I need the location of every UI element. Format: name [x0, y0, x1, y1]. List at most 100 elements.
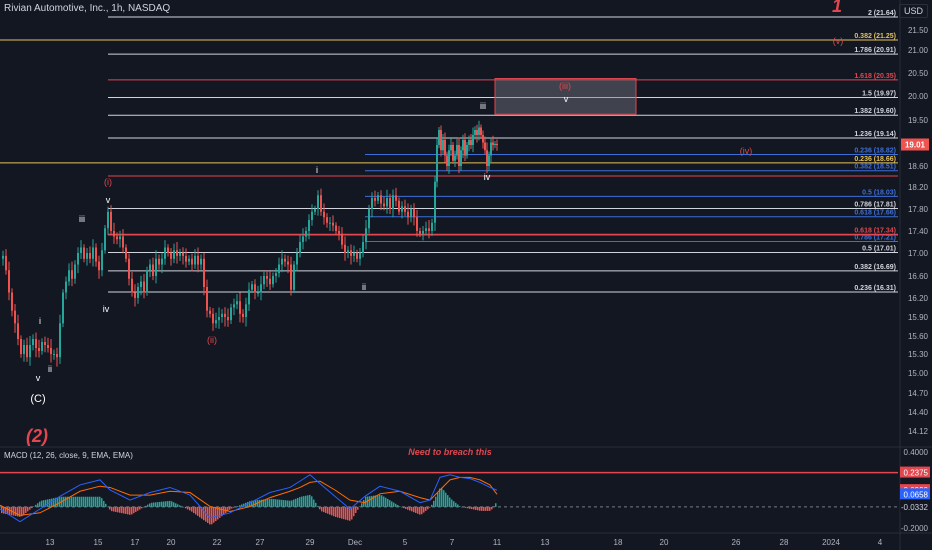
macd-histogram-bar — [103, 500, 105, 507]
candle-body — [341, 233, 343, 245]
macd-histogram-bar — [293, 499, 295, 507]
macd-histogram-bar — [383, 496, 385, 507]
macd-histogram-bar — [19, 506, 21, 517]
macd-histogram-bar — [273, 499, 275, 507]
candle-body — [272, 276, 274, 285]
candle-body — [359, 253, 361, 259]
macd-histogram-bar — [47, 499, 49, 507]
macd-histogram-bar — [265, 499, 267, 507]
candle-body — [29, 345, 31, 358]
wave-label: (i) — [104, 177, 112, 187]
candle-body — [468, 140, 470, 145]
macd-histogram-bar — [173, 502, 175, 507]
macd-histogram-bar — [447, 495, 449, 507]
fib-label: 1.382 (19.60) — [854, 108, 896, 115]
candle-body — [484, 142, 486, 151]
candle-body — [344, 244, 346, 253]
candle-body — [119, 236, 121, 240]
candle-body — [488, 155, 490, 166]
price-axis-tick: 15.60 — [908, 332, 929, 341]
macd-histogram-bar — [175, 503, 177, 507]
candle-body — [260, 284, 262, 293]
candle-body — [287, 261, 289, 265]
candle-body — [350, 250, 352, 256]
macd-histogram-bar — [25, 506, 27, 513]
candle-body — [263, 276, 265, 285]
candle-body — [149, 264, 151, 271]
fib-label: 1.5 (19.97) — [862, 90, 896, 97]
wave-label: v — [36, 373, 41, 383]
macd-histogram-bar — [247, 502, 249, 507]
macd-histogram-bar — [315, 502, 317, 507]
candle-body — [434, 181, 436, 223]
candle-body — [305, 231, 307, 237]
macd-histogram-bar — [385, 497, 387, 507]
macd-histogram-bar — [249, 501, 251, 507]
candle-body — [386, 198, 388, 207]
candle-body — [221, 313, 223, 317]
macd-histogram-bar — [57, 497, 59, 507]
macd-histogram-bar — [477, 506, 479, 511]
macd-histogram-bar — [75, 496, 77, 507]
candle-body — [257, 292, 259, 294]
candle-body — [353, 253, 355, 256]
candle-body — [446, 155, 448, 166]
macd-histogram-bar — [121, 506, 123, 514]
candle-body — [83, 247, 85, 259]
last-price-label: 19.01 — [905, 141, 926, 150]
macd-histogram-bar — [237, 506, 239, 507]
macd-histogram-bar — [191, 506, 193, 512]
candle-body — [80, 247, 82, 253]
macd-histogram-bar — [277, 499, 279, 507]
macd-histogram-bar — [77, 496, 79, 507]
macd-histogram-bar — [31, 506, 33, 509]
macd-histogram-bar — [211, 506, 213, 525]
macd-histogram-bar — [139, 506, 141, 510]
candle-body — [188, 258, 190, 262]
macd-histogram-bar — [381, 495, 383, 507]
candle-body — [380, 195, 382, 204]
candle-body — [98, 261, 100, 271]
candle-body — [462, 140, 464, 151]
candle-body — [281, 258, 283, 265]
candle-body — [444, 140, 446, 156]
macd-histogram-bar — [313, 499, 315, 507]
candle-body — [314, 209, 316, 212]
macd-histogram-bar — [439, 488, 441, 507]
macd-histogram-bar — [125, 506, 127, 514]
macd-histogram-bar — [425, 506, 427, 511]
candle-body — [422, 231, 424, 234]
candle-body — [50, 348, 52, 354]
macd-histogram-bar — [485, 506, 487, 511]
candle-body — [438, 130, 440, 145]
candle-body — [227, 317, 229, 321]
macd-histogram-bar — [167, 501, 169, 507]
macd-histogram-bar — [325, 506, 327, 513]
macd-histogram-bar — [283, 500, 285, 507]
macd-histogram-bar — [461, 506, 463, 508]
macd-histogram-bar — [5, 506, 7, 514]
macd-title: MACD (12, 26, close, 9, EMA, EMA) — [4, 451, 133, 460]
macd-histogram-bar — [421, 506, 423, 515]
macd-histogram-bar — [67, 496, 69, 507]
wave-label: v — [106, 195, 111, 205]
candle-body — [161, 258, 163, 265]
macd-histogram-bar — [105, 503, 107, 507]
wave-label: (C) — [30, 393, 45, 405]
macd-histogram-bar — [463, 506, 465, 508]
price-axis-tick: 14.12 — [908, 427, 929, 436]
macd-histogram-bar — [169, 500, 171, 507]
currency-label: USD — [898, 4, 928, 18]
candle-body — [179, 253, 181, 256]
macd-histogram-bar — [181, 506, 183, 507]
candle-body — [347, 250, 349, 253]
candle-body — [492, 142, 494, 145]
macd-histogram-bar — [431, 504, 433, 507]
macd-histogram-bar — [417, 506, 419, 514]
candle-body — [26, 345, 28, 358]
macd-histogram-bar — [449, 497, 451, 507]
macd-histogram-bar — [227, 506, 229, 512]
fib-label: 0.618 (17.66) — [854, 210, 896, 217]
candle-body — [442, 140, 444, 151]
